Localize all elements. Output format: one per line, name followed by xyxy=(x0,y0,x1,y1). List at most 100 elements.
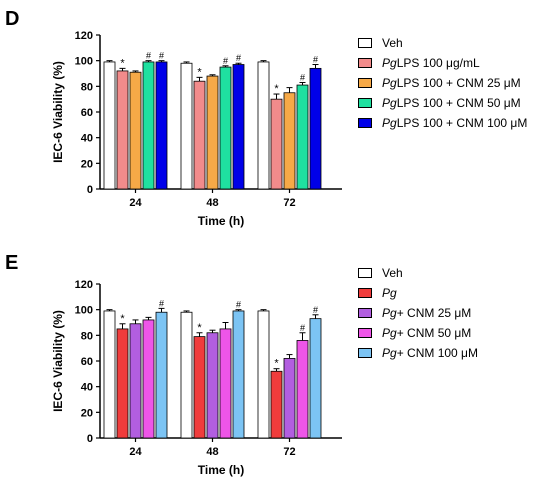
panel-e-legend-label-4: Pg+ CNM 100 μM xyxy=(382,346,478,360)
panel-d-legend-label-text-1: LPS 100 μg/mL xyxy=(396,56,480,70)
panel-e-legend-swatch-4 xyxy=(358,348,372,358)
panel-d-bar-72-s3 xyxy=(296,84,309,190)
panel-d-legend-label-text-3: LPS 100 + CNM 50 μM xyxy=(396,96,521,110)
panel-d-legend-label-0: Veh xyxy=(382,36,403,50)
panel-d-significance-72-s4: # xyxy=(313,55,318,65)
panel-e-significance-48-s1: * xyxy=(197,322,202,334)
panel-e-significance-72-s1: * xyxy=(274,358,279,370)
panel-d-y-tick-label-2: 40 xyxy=(81,133,93,145)
panel-d-legend-label-4: PgLPS 100 + CNM 100 μM xyxy=(382,116,527,130)
panel-e-significance-24-s1: * xyxy=(120,313,125,325)
panel-e-legend-label-3: Pg+ CNM 50 μM xyxy=(382,326,471,340)
panel-e-y-axis-label: IEC-6 Viability (%) xyxy=(51,310,65,412)
panel-e-legend-label-italic-1: Pg xyxy=(382,286,397,300)
panel-e-bar-24-s1 xyxy=(116,328,129,439)
panel-d-y-tick-label-4: 80 xyxy=(81,81,93,93)
panel-d-legend-swatch-0 xyxy=(358,38,372,48)
panel-d-x-tick-label-48: 48 xyxy=(206,197,218,209)
panel-d-bar-24-s2 xyxy=(129,71,142,190)
panel-d-bar-48-s2 xyxy=(206,75,219,190)
panel-d-bar-72-s1 xyxy=(270,98,283,190)
panel-d-bar-48-s4 xyxy=(232,64,245,190)
panel-e-legend-label-text-0: Veh xyxy=(382,266,403,280)
panel-e-significance-72-s4: # xyxy=(313,305,318,315)
panel-e-bar-48-s0 xyxy=(180,311,193,439)
panel-d-legend-label-text-0: Veh xyxy=(382,36,403,50)
panel-d-y-axis-label: IEC-6 Viability (%) xyxy=(51,61,65,163)
panel-e-bar-48-s2 xyxy=(206,332,219,439)
panel-d-legend-label-2: PgLPS 100 + CNM 25 μM xyxy=(382,76,521,90)
panel-e-bar-48-s1 xyxy=(193,336,206,439)
panel-e-bar-24-s3 xyxy=(142,319,155,439)
panel-e-bar-72-s1 xyxy=(270,370,283,439)
panel-e-legend-label-text-4: + CNM 100 μM xyxy=(396,346,478,360)
panel-d-chart: 0 20 40 60 80 100 120 IEC-6 Viability (%) * # #24 *… xyxy=(51,30,342,228)
panel-d-significance-24-s3: # xyxy=(146,51,151,61)
panel-e-y-tick-label-0: 0 xyxy=(87,433,93,445)
panel-e-legend-swatch-2 xyxy=(358,308,372,318)
panel-e-bar-72-s0 xyxy=(257,310,270,439)
panel-e-x-tick-label-72: 72 xyxy=(283,446,295,458)
panel-e-y-tick-label-5: 100 xyxy=(75,305,93,317)
panel-d-significance-24-s4: # xyxy=(159,51,164,61)
panel-e-legend-label-1: Pg xyxy=(382,286,397,300)
panel-d-y-tick-label-6: 120 xyxy=(75,30,93,42)
panel-d-y-tick-label-0: 0 xyxy=(87,184,93,196)
panel-letter-e: E xyxy=(5,252,19,274)
panel-d-bar-48-s3 xyxy=(219,66,232,190)
panel-e-x-tick-label-48: 48 xyxy=(206,446,218,458)
panel-e-significance-72-s3: # xyxy=(300,323,305,333)
panel-d-significance-48-s3: # xyxy=(223,56,228,66)
panel-d-y-tick-label-5: 100 xyxy=(75,56,93,68)
panel-e-legend-label-2: Pg+ CNM 25 μM xyxy=(382,306,471,320)
panel-d-significance-72-s1: * xyxy=(274,83,279,95)
panel-e-legend-swatch-1 xyxy=(358,288,372,298)
panel-d-significance-48-s1: * xyxy=(197,66,202,78)
panel-e-y-tick-label-3: 60 xyxy=(81,356,93,368)
panel-e-significance-48-s4: # xyxy=(236,300,241,310)
panel-d-legend-label-italic-2: Pg xyxy=(382,76,397,90)
panel-e-legend-label-text-2: + CNM 25 μM xyxy=(396,306,472,320)
panel-d-legend-swatch-2 xyxy=(358,78,372,88)
panel-d-bar-24-s4 xyxy=(155,61,168,190)
panel-d-legend-swatch-1 xyxy=(358,58,372,68)
panel-d-legend-label-text-4: LPS 100 + CNM 100 μM xyxy=(396,116,528,130)
panel-d-legend-swatch-3 xyxy=(358,98,372,108)
panel-e-legend-label-italic-3: Pg xyxy=(382,326,397,340)
panel-d-y-tick-label-3: 60 xyxy=(81,107,93,119)
panel-e-bar-24-s4 xyxy=(155,311,168,439)
panel-e-bar-72-s2 xyxy=(283,358,296,439)
panel-d-legend-label-italic-1: Pg xyxy=(382,56,397,70)
panel-e-bar-48-s4 xyxy=(232,310,245,439)
panel-e-y-tick-label-4: 80 xyxy=(81,330,93,342)
panel-d-legend-swatch-4 xyxy=(358,118,372,128)
panel-letter-d: D xyxy=(5,8,20,30)
panel-d-y-tick-label-1: 20 xyxy=(81,158,93,170)
panel-d-x-axis-label: Time (h) xyxy=(198,214,244,228)
panel-d-bar-48-s0 xyxy=(180,62,193,190)
panel-e-bar-48-s3 xyxy=(219,328,232,439)
panel-d-legend-label-italic-4: Pg xyxy=(382,116,397,130)
panel-e-legend-label-italic-2: Pg xyxy=(382,306,397,320)
panel-d-bar-24-s3 xyxy=(142,61,155,190)
panel-d-bar-72-s4 xyxy=(309,67,322,190)
panel-d-significance-72-s3: # xyxy=(300,72,305,82)
panel-e-y-tick-label-2: 40 xyxy=(81,382,93,394)
panel-e-legend-swatch-3 xyxy=(358,328,372,338)
panel-d-bar-24-s0 xyxy=(103,61,116,190)
panel-d-legend-label-3: PgLPS 100 + CNM 50 μM xyxy=(382,96,521,110)
panel-e-x-axis-label: Time (h) xyxy=(198,463,244,477)
panel-e-x-tick-label-24: 24 xyxy=(129,446,142,458)
panel-e-bar-24-s0 xyxy=(103,310,116,439)
panel-d-x-tick-label-72: 72 xyxy=(283,197,295,209)
panel-e-legend-label-0: Veh xyxy=(382,266,403,280)
panel-e-bar-24-s2 xyxy=(129,323,142,439)
panel-e-significance-24-s4: # xyxy=(159,298,164,308)
panel-e-y-tick-label-6: 120 xyxy=(75,279,93,291)
panel-d-bar-72-s0 xyxy=(257,61,270,190)
panel-d-x-tick-label-24: 24 xyxy=(129,197,142,209)
panel-e-chart: 0 20 40 60 80 100 120 IEC-6 Viability (%) * #24 * #… xyxy=(51,279,342,477)
panel-e-legend-swatch-0 xyxy=(358,268,372,278)
panel-d-legend-label-italic-3: Pg xyxy=(382,96,397,110)
panel-e-bar-72-s3 xyxy=(296,340,309,439)
